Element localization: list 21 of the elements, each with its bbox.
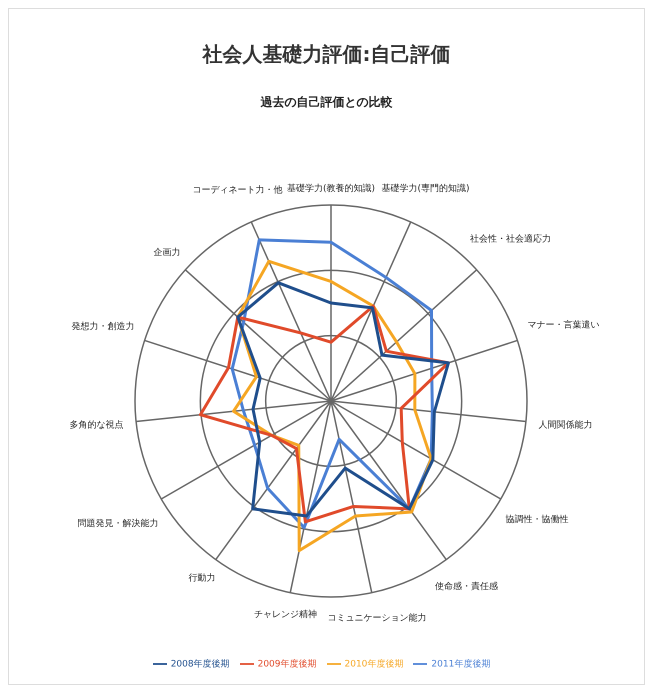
chart-title: 社会人基礎力評価:自己評価 (201, 41, 452, 68)
legend-label: 2008年度後期 (170, 659, 230, 670)
spoke-label: 企画力 (153, 247, 180, 258)
spoke-label: 使命感・責任感 (434, 581, 498, 592)
spoke-label: コーディネート力・他 (192, 184, 282, 196)
spoke-label: コミュニケーション能力 (328, 612, 427, 624)
spoke-label: チャレンジ精神 (254, 608, 318, 620)
spoke-label: 多角的な視点 (69, 420, 124, 431)
spoke-label: マナー・言葉遣い (527, 320, 600, 331)
spoke-label: 基礎学力(専門的知識) (381, 182, 470, 194)
spoke-label: 発想力・創造力 (71, 320, 134, 332)
spoke-label: 基礎学力(教養的知識) (286, 183, 376, 194)
chart-subtitle: 過去の自己評価との比較 (260, 94, 394, 111)
spoke-label: 社会性・社会適応力 (470, 233, 551, 244)
legend-label: 2009年度後期 (258, 659, 316, 670)
legend-label: 2011年度後期 (431, 659, 490, 670)
legend-label: 2010年度後期 (344, 659, 404, 670)
spoke-label: 協調性・協働性 (506, 514, 569, 525)
spoke-label: 人間関係能力 (538, 420, 593, 431)
spoke-label: 問題発見・解決能力 (78, 518, 159, 529)
spoke-label: 行動力 (188, 572, 216, 584)
